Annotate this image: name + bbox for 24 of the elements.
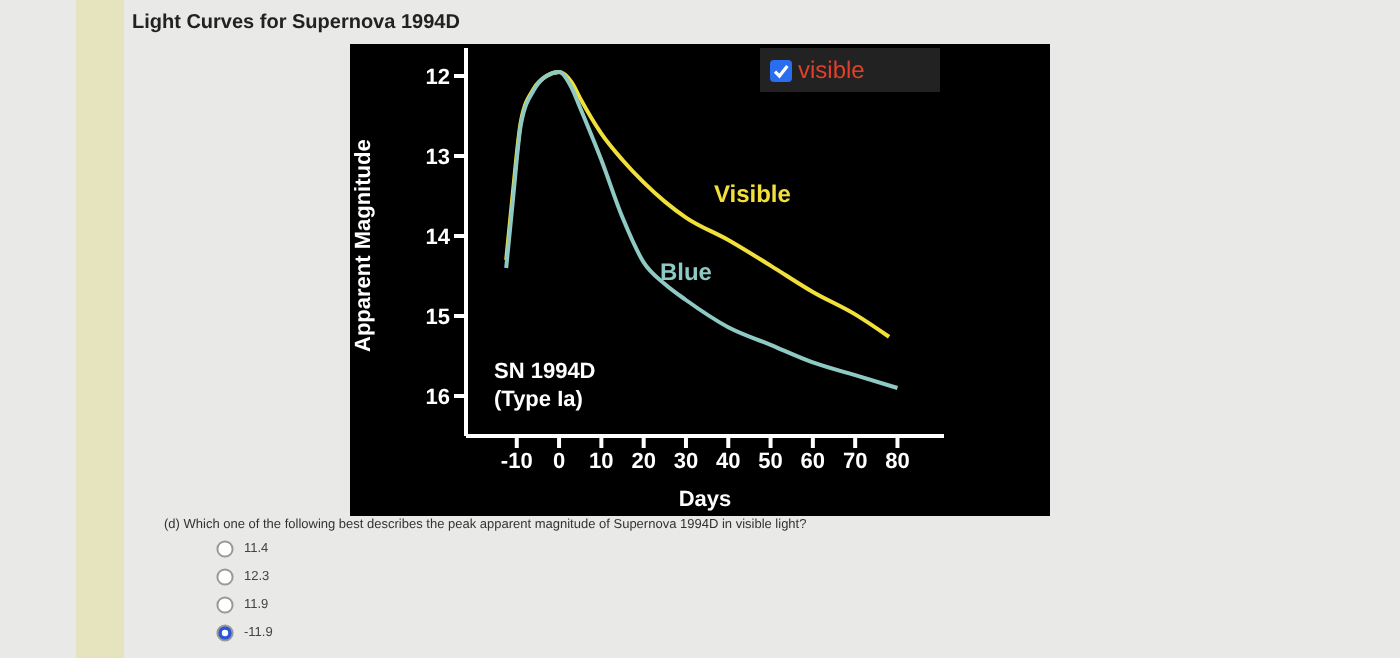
y-tick-label: 13 — [425, 145, 450, 170]
x-tick-label: 60 — [800, 449, 826, 474]
annotation: visible — [798, 56, 865, 84]
x-tick-label: 70 — [842, 449, 868, 474]
y-tick-label: 15 — [425, 305, 450, 330]
x-tick-label: -10 — [500, 449, 533, 474]
x-tick-label: 50 — [758, 449, 783, 474]
y-tick-label: 16 — [425, 385, 450, 410]
series-label: Blue — [659, 258, 713, 286]
series-label: Visible — [713, 180, 792, 209]
x-tick-label: 10 — [589, 449, 614, 474]
x-tick-label: 0 — [552, 449, 566, 474]
y-tick-label: 14 — [425, 225, 452, 250]
y-axis-title: Apparent Magnitude — [351, 139, 376, 352]
x-tick-label: 30 — [673, 449, 699, 474]
x-tick-label: 20 — [631, 449, 656, 474]
checkbox-field: visible — [760, 48, 940, 92]
x-tick-label: 40 — [716, 449, 741, 474]
y-tick-label: 12 — [425, 65, 450, 90]
annotation: SN 1994D — [494, 360, 596, 384]
text: Light Curves for Supernova 1994D — [132, 12, 460, 34]
annotation: (Type Ia) — [494, 388, 583, 412]
x-axis-title: Days — [678, 488, 732, 512]
x-tick-label: 80 — [885, 449, 910, 474]
